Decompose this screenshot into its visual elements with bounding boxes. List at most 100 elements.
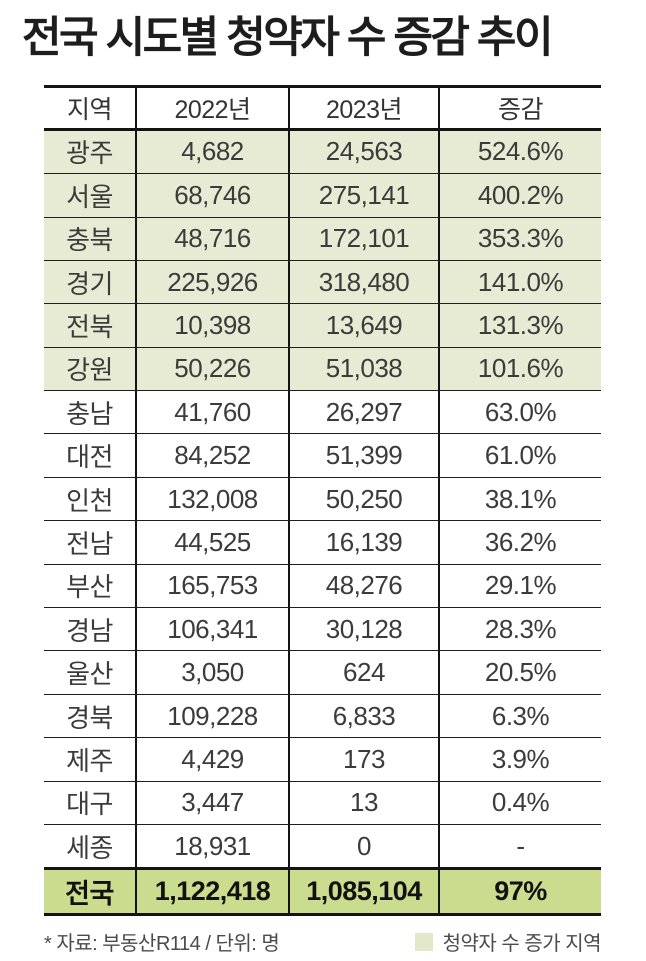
change-cell: 101.6% — [477, 353, 564, 384]
value-2023-cell: 51,038 — [290, 347, 440, 391]
change-cell: - — [516, 830, 525, 861]
value-2022-cell: 10,398 — [137, 304, 290, 347]
value-2022-cell: 132,008 — [137, 477, 290, 521]
total-row: 전국 1,122,418 1,085,104 97% — [44, 867, 601, 917]
region-cell: 서울 — [44, 174, 137, 217]
page-title: 전국 시도별 청약자 수 증감 추이 — [22, 14, 554, 62]
change-cell: 6.3% — [491, 700, 550, 731]
table-row: 서울 68,746 275,141 400.2% — [44, 174, 601, 218]
value-2022-cell: 165,753 — [137, 564, 290, 608]
table-row: 충북 48,716 172,101 353.3% — [44, 217, 601, 261]
region-cell: 경기 — [44, 260, 137, 304]
legend: 청약자 수 증가 지역 — [414, 927, 602, 956]
change-cell: 28.3% — [484, 613, 557, 644]
table-row: 울산 3,050 624 20.5% — [44, 651, 601, 695]
value-2023-cell: 172,101 — [290, 217, 440, 260]
value-2023-cell: 16,139 — [290, 521, 440, 564]
value-2023-cell: 624 — [290, 651, 440, 694]
value-2023-cell: 50,250 — [290, 477, 440, 521]
table-row: 강원 50,226 51,038 101.6% — [44, 347, 601, 392]
region-cell: 전북 — [44, 304, 137, 347]
change-cell: 3.9% — [491, 743, 550, 774]
region-cell: 울산 — [44, 651, 137, 694]
table-row: 전북 10,398 13,649 131.3% — [44, 304, 601, 348]
total-2023-cell: 1,085,104 — [290, 870, 440, 914]
table-row: 대구 3,447 13 0.4% — [44, 781, 601, 825]
value-2022-cell: 50,226 — [137, 347, 290, 391]
value-2023-cell: 13 — [290, 781, 440, 824]
table-row: 경북 109,228 6,833 6.3% — [44, 694, 601, 739]
region-cell: 세종 — [44, 824, 137, 868]
value-2023-cell: 51,399 — [290, 434, 440, 477]
header-row: 지역 2022년 2023년 증감 — [44, 87, 601, 131]
table-row: 경기 225,926 318,480 141.0% — [44, 260, 601, 305]
table-row: 광주 4,682 24,563 524.6% — [44, 130, 601, 175]
region-cell: 대구 — [44, 781, 137, 824]
value-2022-cell: 4,682 — [137, 130, 290, 174]
table-row: 인천 132,008 50,250 38.1% — [44, 477, 601, 522]
value-2022-cell: 44,525 — [137, 521, 290, 564]
value-2022-cell: 68,746 — [137, 174, 290, 217]
header-cell-2022: 2022년 — [137, 87, 290, 128]
value-2023-cell: 30,128 — [290, 608, 440, 651]
region-cell: 제주 — [44, 738, 137, 781]
region-cell: 충북 — [44, 217, 137, 260]
change-cell: 63.0% — [484, 396, 557, 427]
change-cell: 400.2% — [477, 179, 564, 210]
value-2023-cell: 318,480 — [290, 260, 440, 304]
region-cell: 강원 — [44, 347, 137, 391]
table-row: 제주 4,429 173 3.9% — [44, 738, 601, 782]
total-region-cell: 전국 — [44, 870, 137, 914]
region-cell: 인천 — [44, 477, 137, 521]
value-2022-cell: 84,252 — [137, 434, 290, 477]
value-2023-cell: 26,297 — [290, 391, 440, 434]
region-cell: 광주 — [44, 130, 137, 174]
table-row: 전남 44,525 16,139 36.2% — [44, 521, 601, 565]
value-2022-cell: 3,447 — [137, 781, 290, 824]
header-cell-change: 증감 — [497, 95, 544, 124]
change-cell: 61.0% — [484, 440, 557, 471]
table-row: 부산 165,753 48,276 29.1% — [44, 564, 601, 609]
change-cell: 353.3% — [477, 223, 564, 254]
value-2023-cell: 13,649 — [290, 304, 440, 347]
header-cell-region: 지역 — [44, 87, 137, 128]
value-2022-cell: 4,429 — [137, 738, 290, 781]
value-2023-cell: 48,276 — [290, 564, 440, 608]
region-cell: 부산 — [44, 564, 137, 608]
value-2023-cell: 275,141 — [290, 174, 440, 217]
table-row: 경남 106,341 30,128 28.3% — [44, 608, 601, 652]
change-cell: 131.3% — [477, 309, 564, 340]
value-2022-cell: 225,926 — [137, 260, 290, 304]
change-cell: 524.6% — [477, 136, 564, 167]
header-cell-2023: 2023년 — [290, 87, 440, 128]
region-cell: 대전 — [44, 434, 137, 477]
value-2023-cell: 6,833 — [290, 694, 440, 738]
value-2023-cell: 0 — [290, 824, 440, 868]
change-cell: 38.1% — [484, 483, 557, 514]
table-row: 세종 18,931 0 - — [44, 824, 601, 868]
region-cell: 경남 — [44, 608, 137, 651]
data-table: 지역 2022년 2023년 증감 광주 4,682 24,563 524.6%… — [44, 84, 601, 917]
region-cell: 충남 — [44, 391, 137, 434]
value-2022-cell: 3,050 — [137, 651, 290, 694]
region-cell: 전남 — [44, 521, 137, 564]
value-2022-cell: 109,228 — [137, 694, 290, 738]
value-2022-cell: 18,931 — [137, 824, 290, 868]
legend-swatch-icon — [414, 932, 433, 951]
table-row: 충남 41,760 26,297 63.0% — [44, 391, 601, 435]
change-cell: 29.1% — [484, 570, 557, 601]
value-2022-cell: 106,341 — [137, 608, 290, 651]
table-row: 대전 84,252 51,399 61.0% — [44, 434, 601, 478]
change-cell: 0.4% — [491, 787, 550, 818]
total-change-cell: 97% — [494, 876, 547, 907]
total-2022-cell: 1,122,418 — [137, 870, 290, 914]
legend-label: 청약자 수 증가 지역 — [442, 933, 602, 956]
footer: * 자료: 부동산R114 / 단위: 명 청약자 수 증가 지역 — [44, 927, 602, 956]
region-cell: 경북 — [44, 694, 137, 738]
change-cell: 36.2% — [484, 526, 557, 557]
value-2022-cell: 48,716 — [137, 217, 290, 260]
source-note: * 자료: 부동산R114 / 단위: 명 — [44, 933, 280, 956]
value-2023-cell: 173 — [290, 738, 440, 781]
value-2022-cell: 41,760 — [137, 391, 290, 434]
